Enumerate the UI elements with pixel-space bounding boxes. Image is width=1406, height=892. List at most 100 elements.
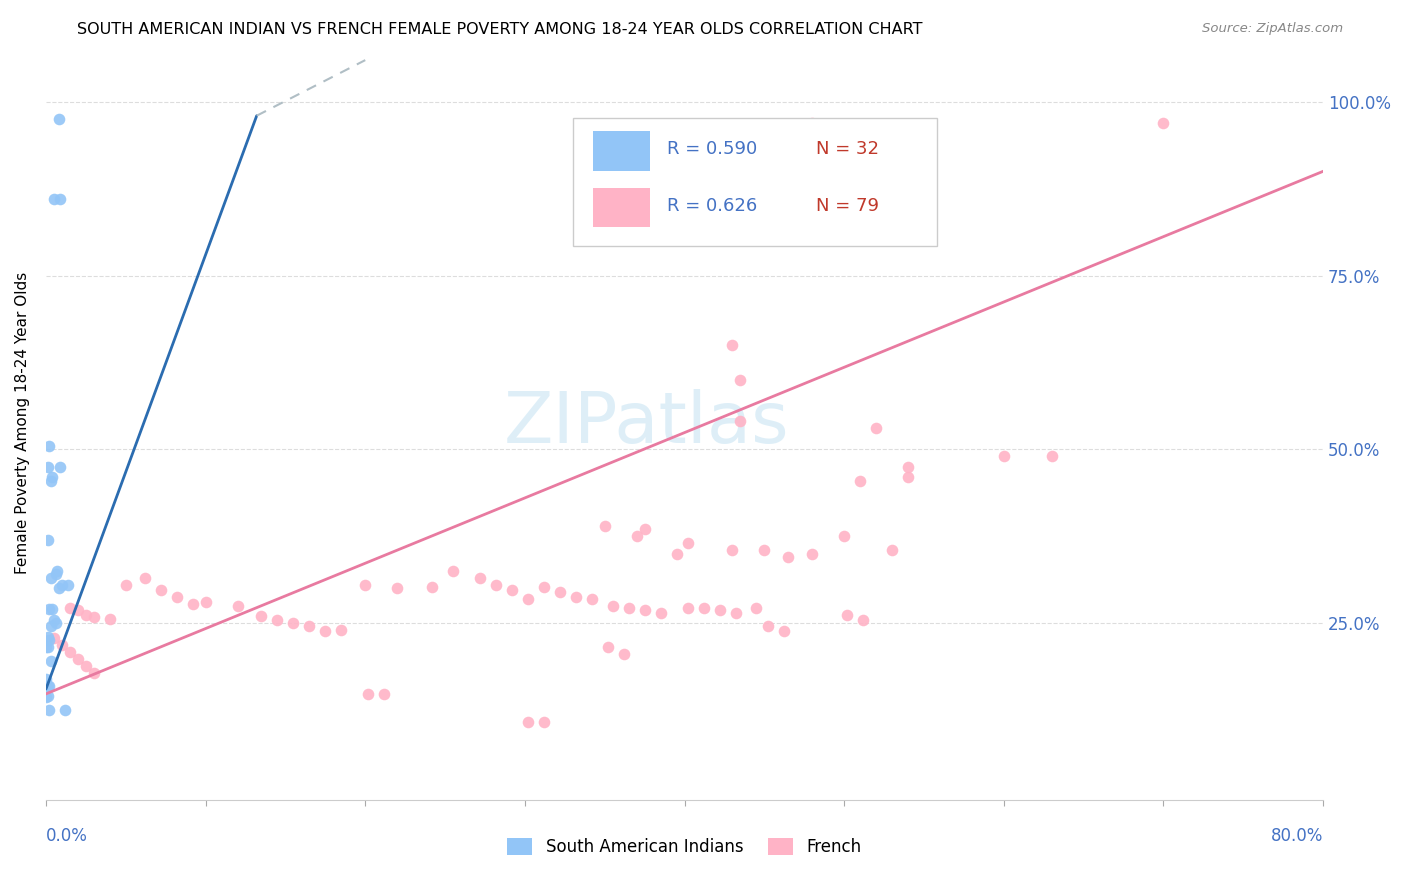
Text: R = 0.626: R = 0.626 bbox=[666, 197, 756, 215]
Point bbox=[37, 533, 59, 547]
Point bbox=[39, 571, 62, 585]
Point bbox=[897, 459, 920, 474]
Text: ZIPatlas: ZIPatlas bbox=[503, 389, 789, 458]
Text: 0.0%: 0.0% bbox=[46, 827, 87, 846]
Point bbox=[865, 421, 887, 435]
Point bbox=[37, 689, 59, 703]
Point bbox=[38, 602, 60, 616]
Point bbox=[42, 192, 65, 206]
Point bbox=[83, 666, 105, 681]
Point bbox=[330, 623, 353, 637]
Point bbox=[993, 449, 1015, 463]
Point bbox=[517, 591, 540, 606]
Point bbox=[37, 459, 59, 474]
Point bbox=[66, 603, 89, 617]
Point bbox=[49, 459, 72, 474]
Point bbox=[709, 603, 731, 617]
Point bbox=[49, 192, 72, 206]
Point bbox=[633, 603, 655, 617]
Point bbox=[778, 549, 800, 564]
Point bbox=[41, 470, 63, 484]
Y-axis label: Female Poverty Among 18-24 Year Olds: Female Poverty Among 18-24 Year Olds bbox=[15, 272, 30, 574]
Point bbox=[832, 529, 855, 543]
Point bbox=[83, 610, 105, 624]
Point bbox=[38, 679, 60, 693]
Point bbox=[250, 609, 273, 624]
Point bbox=[581, 591, 603, 606]
Text: N = 32: N = 32 bbox=[815, 140, 879, 159]
Text: Source: ZipAtlas.com: Source: ZipAtlas.com bbox=[1202, 22, 1343, 36]
Point bbox=[617, 600, 640, 615]
Point bbox=[745, 600, 768, 615]
Point bbox=[59, 645, 82, 659]
Point bbox=[41, 602, 63, 616]
Point bbox=[75, 607, 97, 622]
Point bbox=[38, 703, 60, 717]
Point bbox=[194, 595, 217, 609]
Point bbox=[801, 547, 824, 561]
Point bbox=[35, 640, 58, 655]
Point bbox=[849, 474, 872, 488]
Point bbox=[880, 543, 903, 558]
Point bbox=[676, 536, 699, 550]
Point bbox=[53, 703, 76, 717]
Point bbox=[46, 564, 69, 578]
Text: N = 79: N = 79 bbox=[815, 197, 879, 215]
Point bbox=[354, 578, 377, 592]
Point bbox=[533, 714, 555, 729]
Point bbox=[565, 590, 588, 604]
Point bbox=[1153, 116, 1175, 130]
Legend: South American Indians, French: South American Indians, French bbox=[508, 838, 862, 856]
Text: R = 0.590: R = 0.590 bbox=[666, 140, 756, 159]
Point bbox=[35, 690, 58, 705]
Point bbox=[66, 652, 89, 666]
Point bbox=[51, 578, 73, 592]
Point bbox=[357, 687, 380, 701]
Point bbox=[48, 112, 70, 127]
Point bbox=[801, 116, 824, 130]
Point bbox=[756, 619, 779, 633]
Bar bbox=[592, 188, 650, 227]
Point bbox=[266, 613, 288, 627]
Point bbox=[166, 590, 188, 604]
Point bbox=[42, 613, 65, 627]
Point bbox=[98, 612, 121, 626]
Point bbox=[1040, 449, 1063, 463]
Point bbox=[45, 615, 67, 630]
Point bbox=[38, 633, 60, 648]
Point bbox=[596, 640, 619, 655]
Point bbox=[37, 630, 59, 644]
Point bbox=[48, 581, 70, 595]
Point bbox=[517, 714, 540, 729]
Point bbox=[39, 619, 62, 633]
FancyBboxPatch shape bbox=[574, 118, 938, 246]
Point bbox=[38, 439, 60, 453]
Point bbox=[602, 599, 624, 613]
Point bbox=[134, 571, 156, 585]
Point bbox=[897, 470, 920, 484]
Text: SOUTH AMERICAN INDIAN VS FRENCH FEMALE POVERTY AMONG 18-24 YEAR OLDS CORRELATION: SOUTH AMERICAN INDIAN VS FRENCH FEMALE P… bbox=[77, 22, 922, 37]
Point bbox=[420, 580, 443, 594]
Point bbox=[693, 600, 716, 615]
Point bbox=[39, 654, 62, 668]
Point bbox=[37, 679, 59, 693]
Point bbox=[441, 564, 464, 578]
Point bbox=[676, 600, 699, 615]
Point bbox=[226, 599, 249, 613]
Point bbox=[665, 547, 688, 561]
Point bbox=[37, 640, 59, 655]
Point bbox=[39, 474, 62, 488]
Point bbox=[837, 607, 859, 622]
Point bbox=[730, 414, 752, 428]
Point bbox=[548, 584, 571, 599]
Point bbox=[633, 522, 655, 536]
Point bbox=[626, 529, 648, 543]
Point bbox=[593, 518, 616, 533]
Text: 80.0%: 80.0% bbox=[1271, 827, 1323, 846]
Bar bbox=[592, 131, 650, 170]
Point bbox=[51, 638, 73, 652]
Point bbox=[613, 647, 636, 661]
Point bbox=[754, 543, 776, 558]
Point bbox=[385, 581, 408, 595]
Point bbox=[470, 571, 492, 585]
